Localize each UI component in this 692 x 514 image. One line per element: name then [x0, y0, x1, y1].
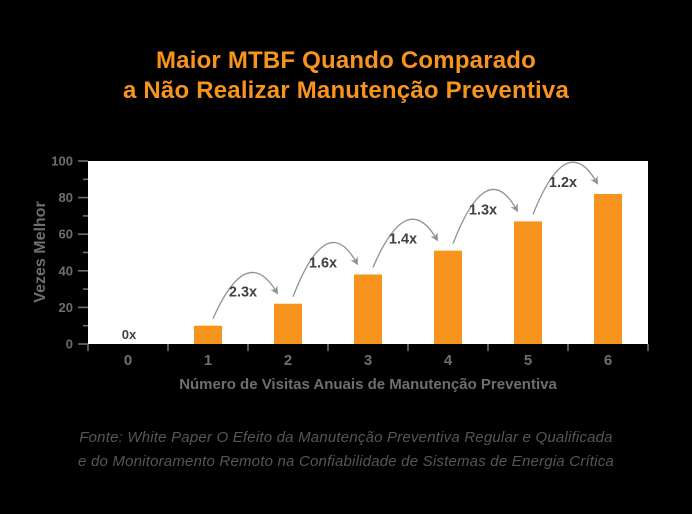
- x-tick-label: 1: [204, 352, 212, 369]
- bar-5: [514, 221, 542, 344]
- x-tick-label: 6: [604, 352, 612, 369]
- zero-value-label: 0x: [122, 327, 137, 342]
- chart-title-line-2: a Não Realizar Manutenção Preventiva: [122, 77, 570, 104]
- chart-title: Maior MTBF Quando Comparado a Não Realiz…: [0, 46, 692, 106]
- y-tick-label: 60: [59, 227, 73, 242]
- y-tick-label: 40: [59, 263, 73, 278]
- bar-6: [594, 193, 622, 344]
- x-axis-title: Número de Visitas Anuais de Manutenção P…: [179, 376, 557, 393]
- x-tick-label: 4: [444, 352, 453, 369]
- multiplier-label-5-6: 1.2x: [549, 175, 577, 191]
- multiplier-label-4-5: 1.3x: [469, 202, 497, 218]
- y-axis-title: Vezes Melhor: [32, 201, 49, 303]
- y-tick-label: 0: [66, 337, 73, 352]
- y-tick-label: 20: [59, 300, 73, 315]
- multiplier-label-1-2: 2.3x: [229, 285, 257, 301]
- multiplier-label-2-3: 1.6x: [309, 255, 337, 271]
- source-note-line-1: Fonte: White Paper O Efeito da Manutençã…: [79, 429, 613, 446]
- multiplier-label-3-4: 1.4x: [389, 232, 417, 248]
- y-tick-label: 80: [59, 190, 73, 205]
- source-note-line-2: e do Monitoramento Remoto na Confiabilid…: [78, 453, 614, 470]
- x-tick-label: 2: [284, 352, 292, 369]
- bar-1: [194, 325, 222, 344]
- growth-arrow-3-4: [372, 218, 439, 268]
- x-tick-label: 3: [364, 352, 372, 369]
- bar-3: [354, 274, 382, 344]
- bar-2: [274, 303, 302, 344]
- growth-arrow-1-2: [212, 271, 279, 319]
- x-tick-label: 5: [524, 352, 532, 369]
- y-tick-label: 100: [51, 154, 73, 169]
- bar-4: [434, 250, 462, 344]
- growth-arrow-4-5: [452, 188, 518, 244]
- x-tick-label: 0: [124, 352, 132, 369]
- growth-arrow-5-6: [532, 161, 598, 215]
- source-note: Fonte: White Paper O Efeito da Manutençã…: [0, 426, 692, 474]
- chart-title-line-1: Maior MTBF Quando Comparado: [155, 47, 537, 74]
- growth-arrow-2-3: [292, 242, 358, 297]
